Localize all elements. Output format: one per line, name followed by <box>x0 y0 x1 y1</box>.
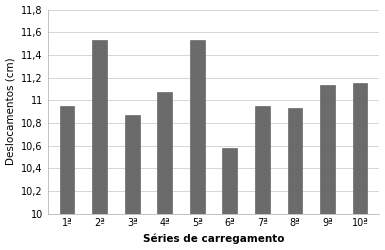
Bar <box>60 106 74 250</box>
Bar <box>125 115 139 250</box>
Bar <box>288 108 302 250</box>
Bar <box>190 40 204 250</box>
Y-axis label: Deslocamentos (cm): Deslocamentos (cm) <box>5 58 15 165</box>
Bar <box>92 40 107 250</box>
Bar <box>157 92 172 250</box>
Bar <box>223 148 237 250</box>
X-axis label: Séries de carregamento: Séries de carregamento <box>143 234 284 244</box>
Bar <box>255 106 270 250</box>
Bar <box>320 86 335 250</box>
Bar <box>353 83 367 250</box>
